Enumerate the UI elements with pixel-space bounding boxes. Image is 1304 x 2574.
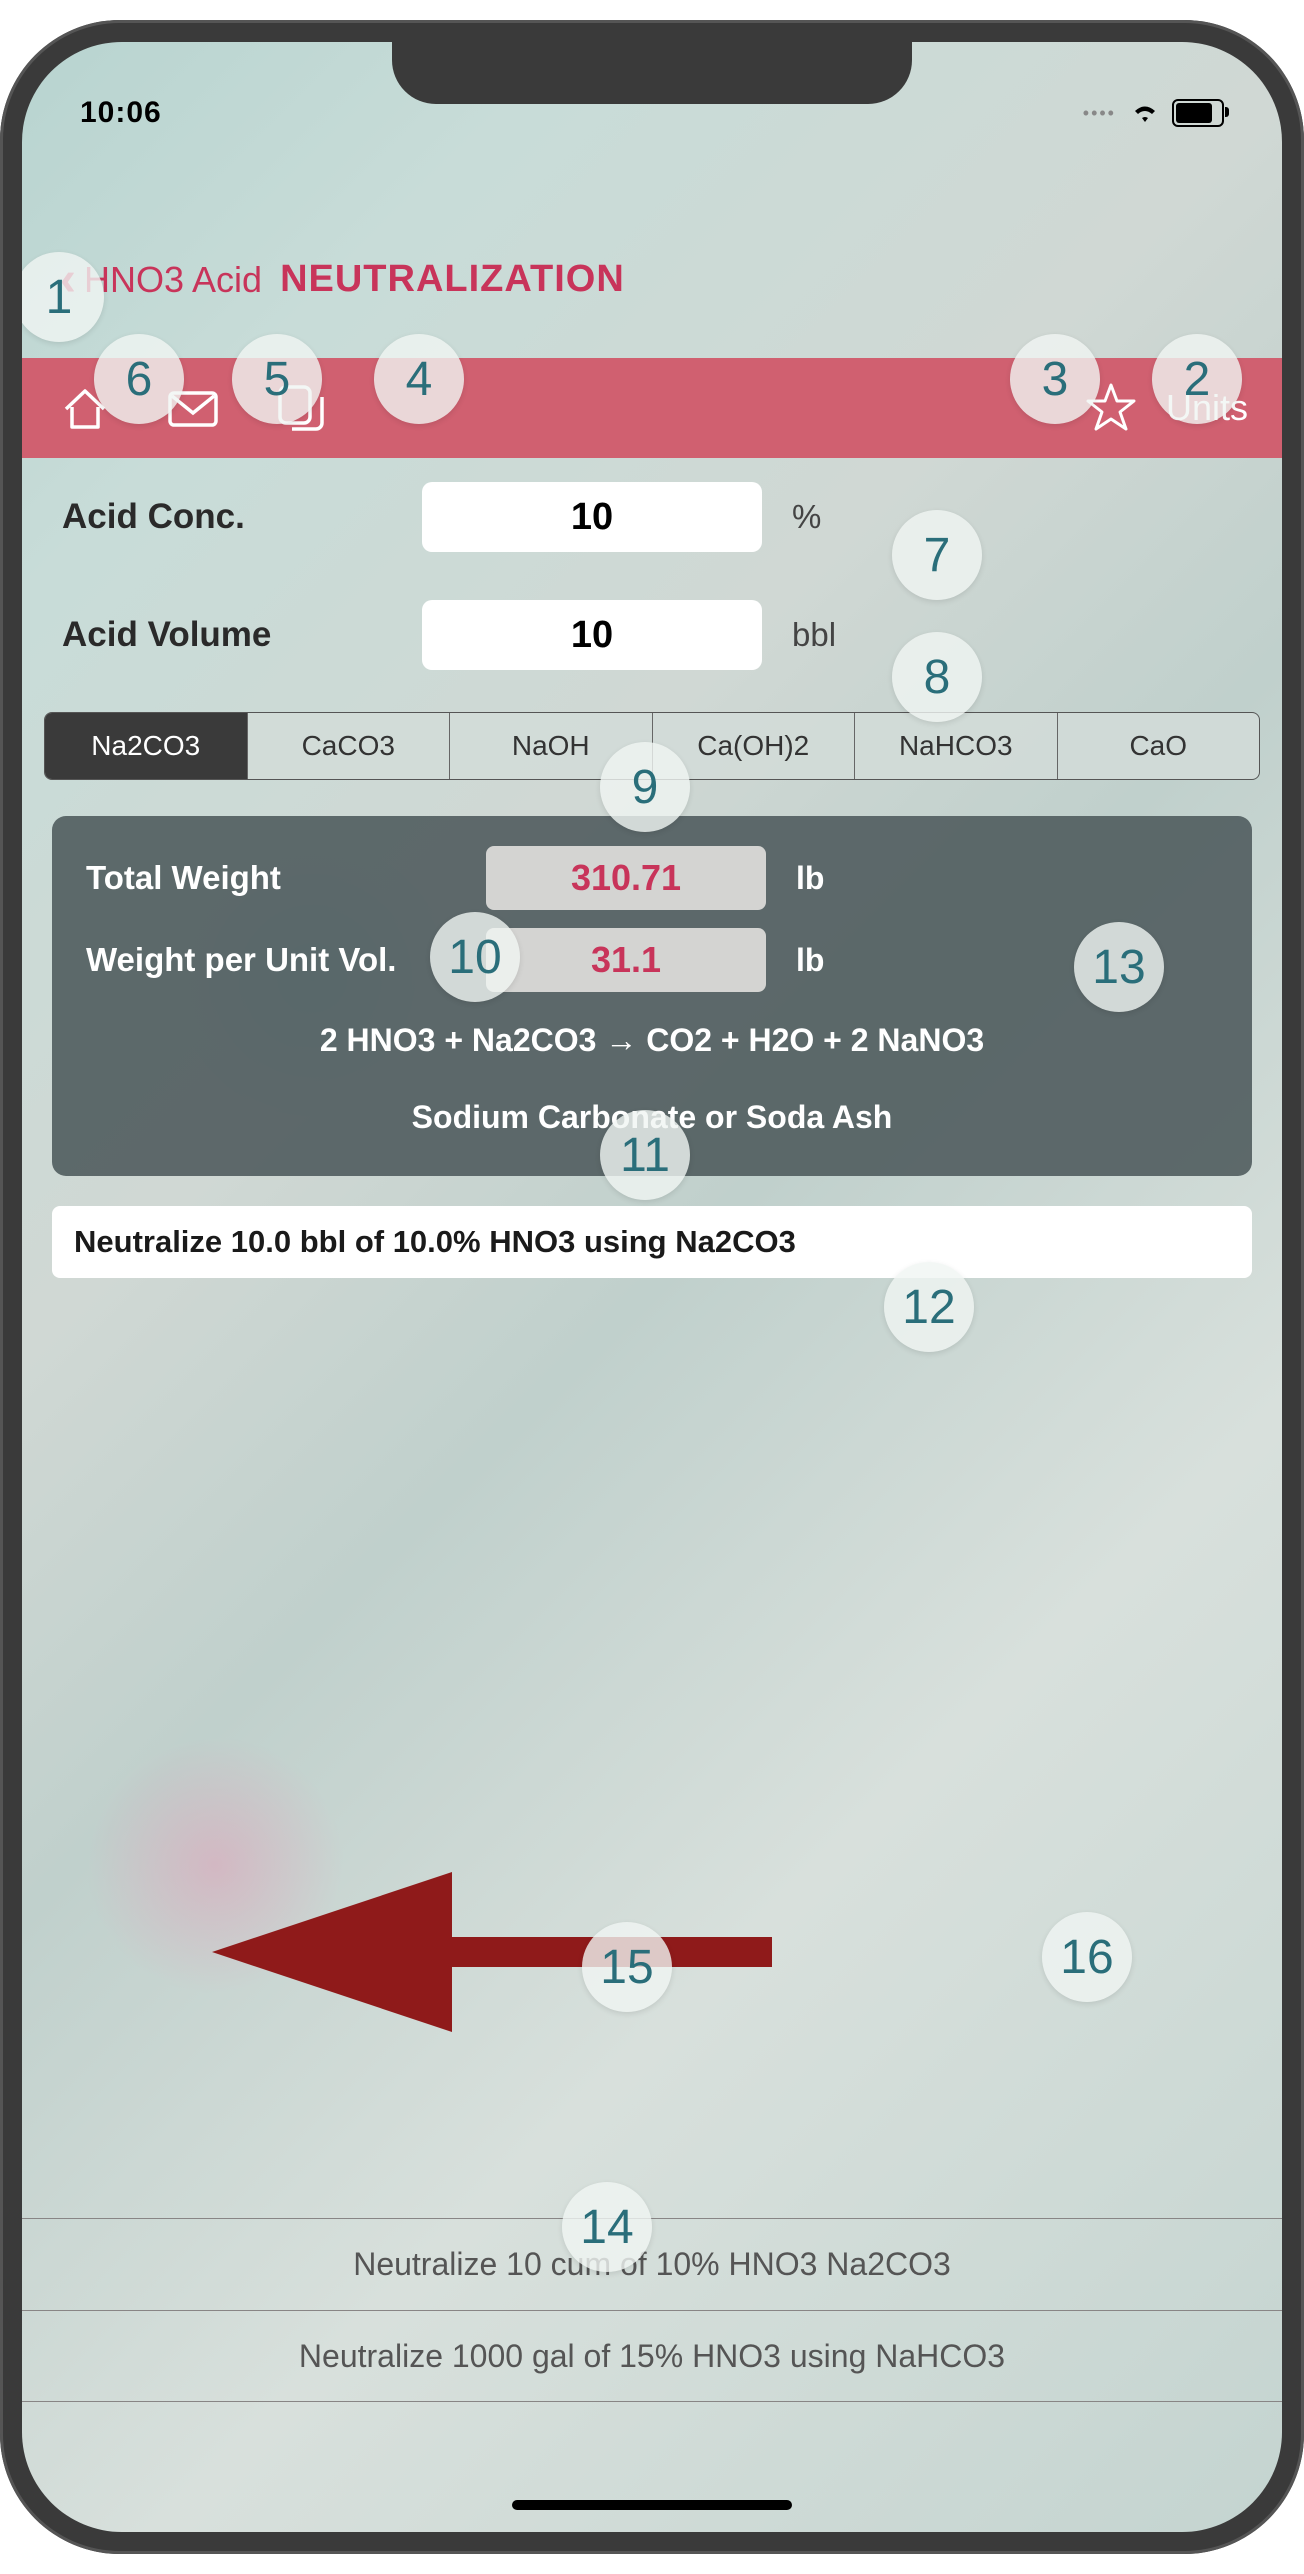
callout-badge-8: 8 — [892, 632, 982, 722]
notch — [392, 42, 912, 104]
callout-badge-9: 9 — [600, 742, 690, 832]
equation: 2 HNO3 + Na2CO3 → CO2 + H2O + 2 NaNO3 — [86, 1022, 1218, 1059]
acid-vol-label: Acid Volume — [62, 615, 422, 655]
acid-vol-input[interactable]: 10 — [422, 600, 762, 670]
per-vol-unit: lb — [796, 942, 824, 979]
history-item[interactable]: Neutralize 10 cum of 10% HNO3 Na2CO3 — [22, 2218, 1282, 2309]
callout-badge-11: 11 — [600, 1110, 690, 1200]
phone-frame: 10:06 •••• ‹ HNO3 Acid NEUTRALIZATION Un… — [0, 20, 1304, 2554]
segment-na2co3[interactable]: Na2CO3 — [45, 713, 248, 779]
acid-conc-input[interactable]: 10 — [422, 482, 762, 552]
wifi-icon — [1130, 102, 1160, 124]
segment-nahco3[interactable]: NaHCO3 — [855, 713, 1058, 779]
total-weight-value: 310.71 — [486, 846, 766, 910]
swipe-arrow-icon — [212, 1852, 772, 2052]
battery-icon — [1172, 99, 1224, 127]
callout-badge-14: 14 — [562, 2182, 652, 2272]
home-indicator[interactable] — [512, 2500, 792, 2510]
total-weight-row: Total Weight 310.71 lb — [86, 846, 1218, 910]
per-vol-label: Weight per Unit Vol. — [86, 941, 486, 979]
callout-badge-7: 7 — [892, 510, 982, 600]
callout-badge-6: 6 — [94, 334, 184, 424]
nav-bar: ‹ HNO3 Acid NEUTRALIZATION — [22, 252, 1282, 307]
callout-badge-15: 15 — [582, 1922, 672, 2012]
acid-vol-unit: bbl — [792, 616, 836, 654]
callout-badge-3: 3 — [1010, 334, 1100, 424]
callout-badge-4: 4 — [374, 334, 464, 424]
summary-text: Neutralize 10.0 bbl of 10.0% HNO3 using … — [52, 1206, 1252, 1278]
page-title: NEUTRALIZATION — [280, 258, 625, 301]
callout-badge-10: 10 — [430, 912, 520, 1002]
total-weight-label: Total Weight — [86, 859, 486, 897]
back-label[interactable]: HNO3 Acid — [84, 259, 262, 301]
total-weight-unit: lb — [796, 860, 824, 897]
acid-vol-row: Acid Volume 10 bbl — [22, 576, 1282, 694]
cell-dots: •••• — [1083, 103, 1116, 124]
callout-badge-1: 1 — [22, 252, 104, 342]
acid-conc-row: Acid Conc. 10 % — [22, 458, 1282, 576]
callout-badge-12: 12 — [884, 1262, 974, 1352]
acid-conc-unit: % — [792, 498, 821, 536]
callout-badge-5: 5 — [232, 334, 322, 424]
status-time: 10:06 — [80, 96, 162, 130]
screen: 10:06 •••• ‹ HNO3 Acid NEUTRALIZATION Un… — [22, 42, 1282, 2532]
callout-badge-2: 2 — [1152, 334, 1242, 424]
callout-badge-16: 16 — [1042, 1912, 1132, 2002]
segment-cao[interactable]: CaO — [1058, 713, 1260, 779]
callout-badge-13: 13 — [1074, 922, 1164, 1012]
history-item[interactable]: Neutralize 1000 gal of 15% HNO3 using Na… — [22, 2310, 1282, 2402]
acid-conc-label: Acid Conc. — [62, 497, 422, 537]
per-vol-value: 31.1 — [486, 928, 766, 992]
per-vol-row: Weight per Unit Vol. 31.1 lb — [86, 928, 1218, 992]
segment-caco3[interactable]: CaCO3 — [248, 713, 451, 779]
history-list: Neutralize 10 cum of 10% HNO3 Na2CO3 Neu… — [22, 2218, 1282, 2402]
